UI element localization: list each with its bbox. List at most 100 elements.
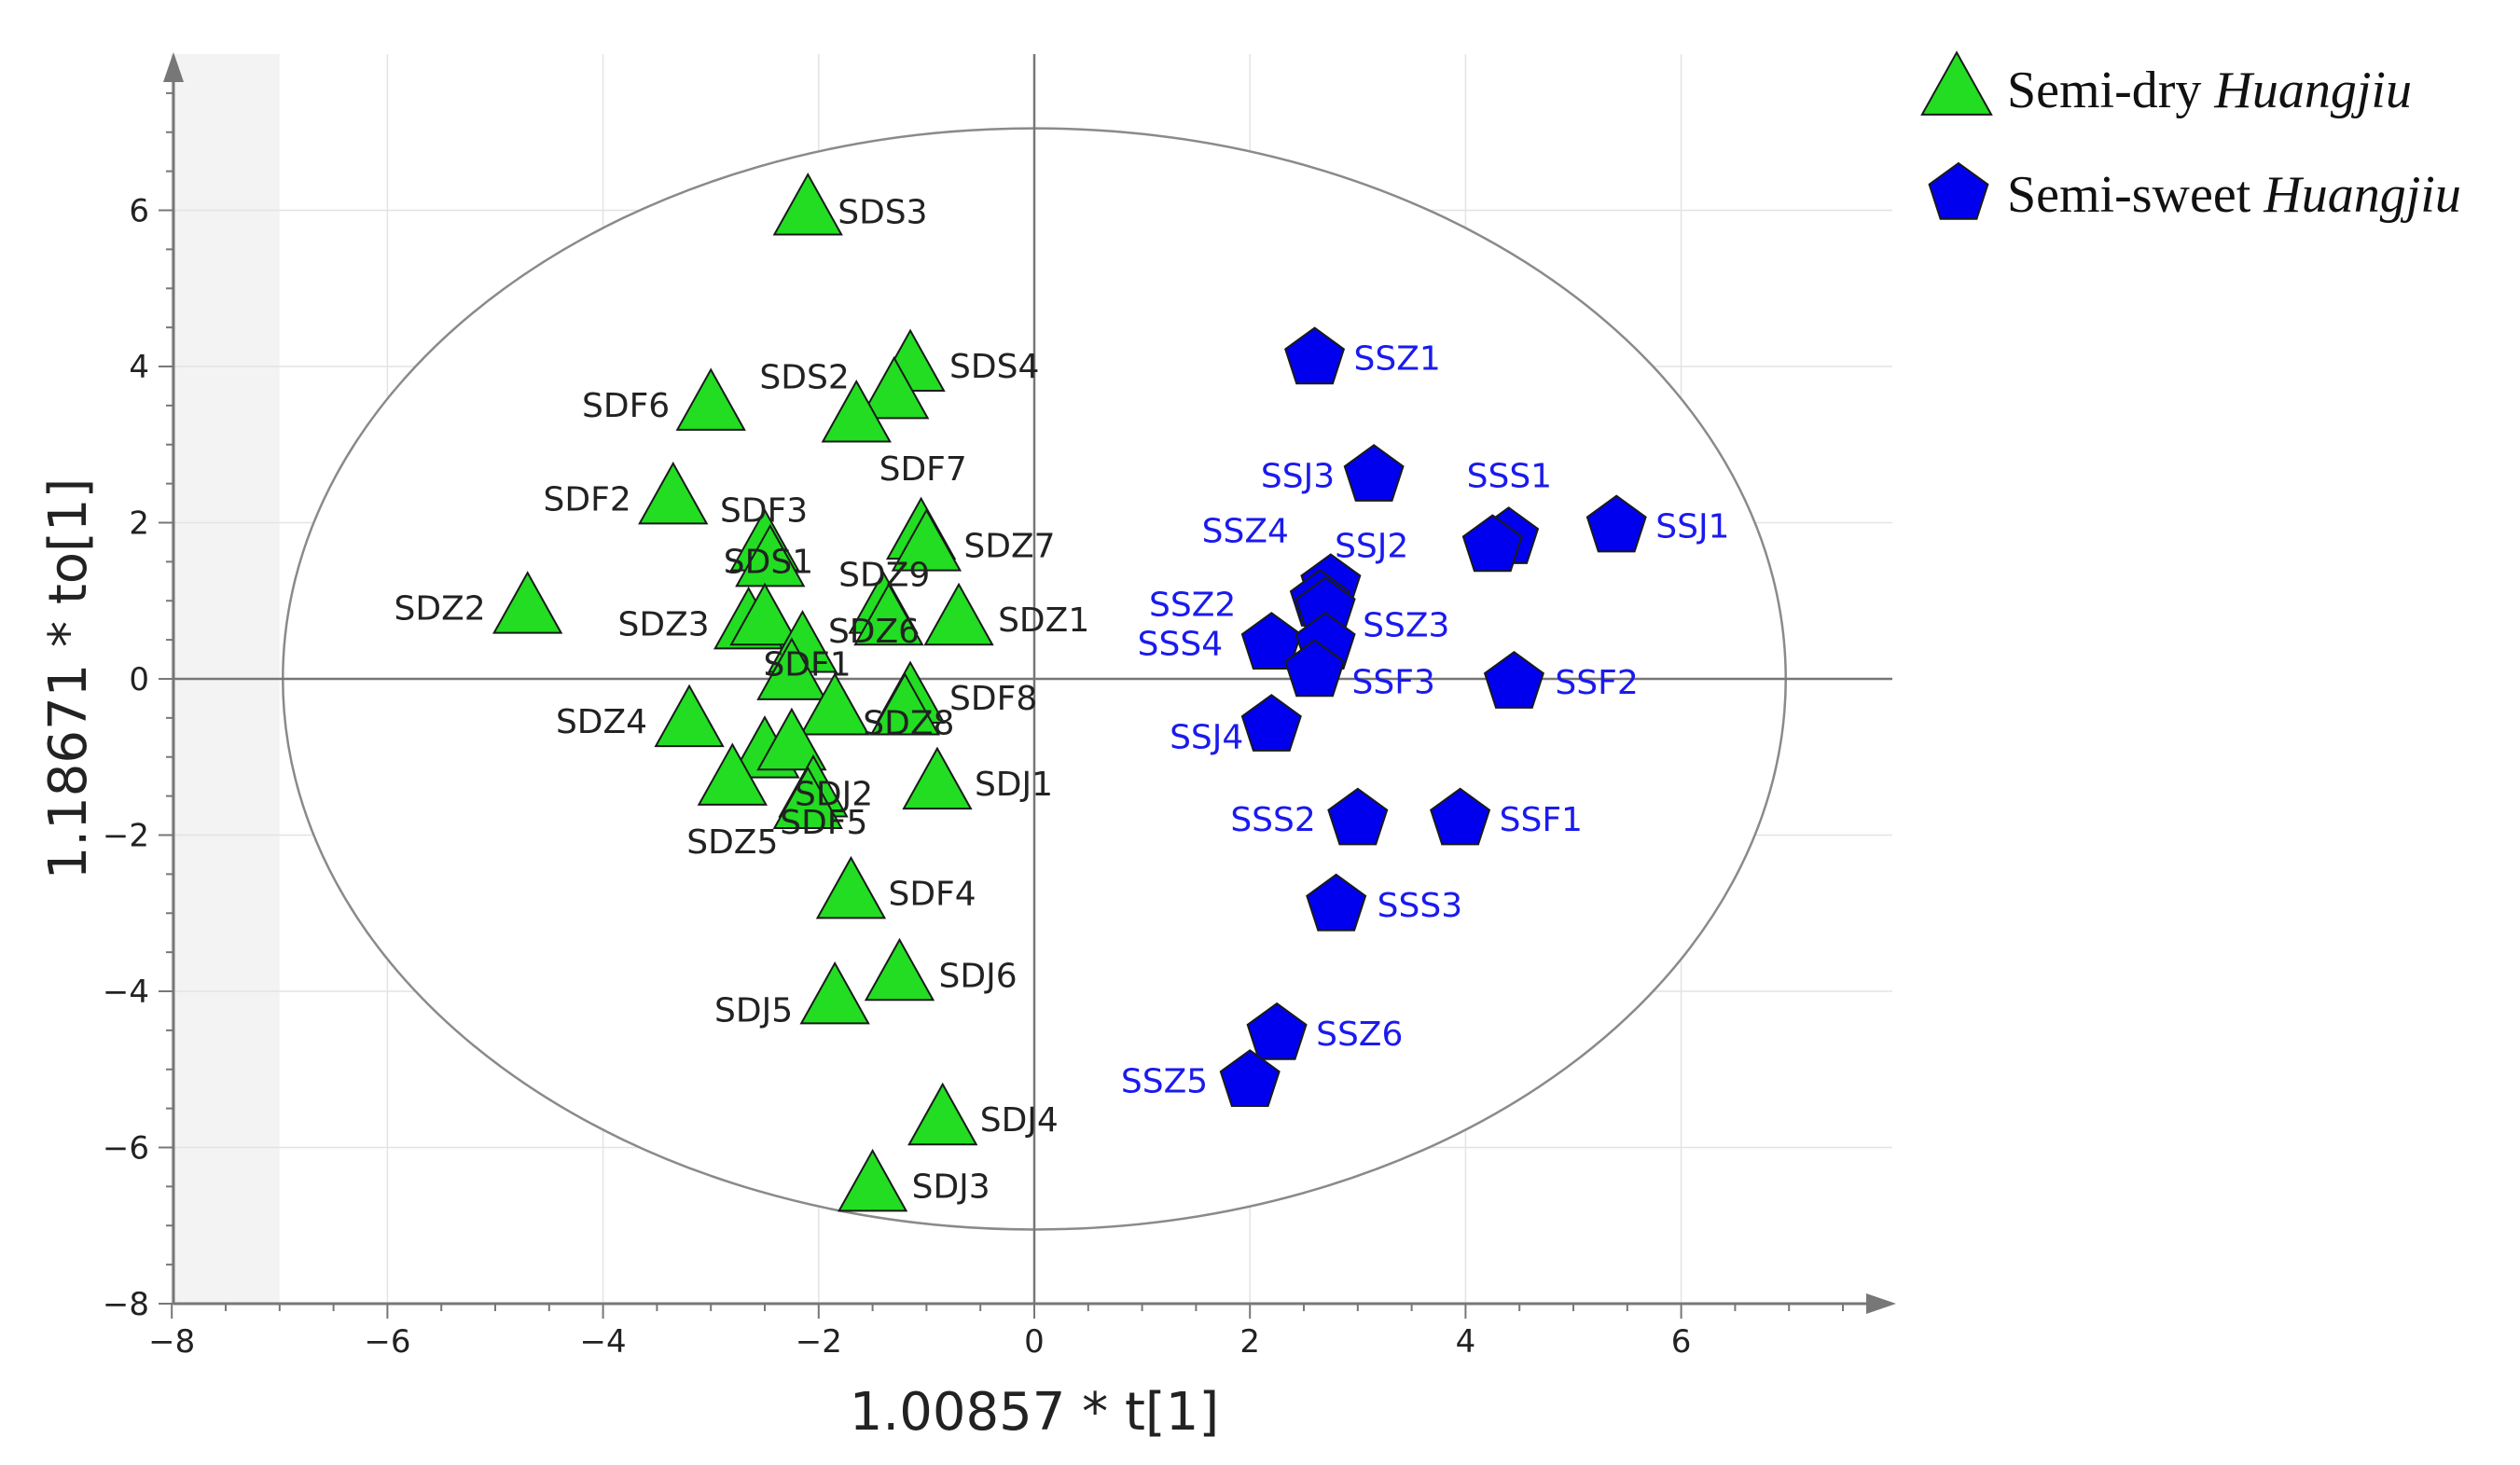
label-sds2: SDS2 xyxy=(759,358,849,396)
label-sdj2: SDJ2 xyxy=(795,775,873,813)
point-labels: SDS3 SDS4 SDS2 SDF6 SDF2 SDF3 SDS1 SDF7 SDZ7 SDZ9… xyxy=(395,194,1730,1207)
y-axis-title: 1.18671 * to[1] xyxy=(38,478,99,880)
x-tick-label: 4 xyxy=(1456,1323,1476,1361)
legend-item-semi-dry: Semi-dry Huangjiu xyxy=(1920,50,2412,119)
point-sdz2-triangle xyxy=(492,571,563,634)
point-sdj6-triangle xyxy=(864,937,935,1002)
x-axis-title: 1.00857 * t[1] xyxy=(850,1382,1219,1443)
label-sds1: SDS1 xyxy=(724,543,813,581)
label-ssz2: SSZ2 xyxy=(1149,586,1236,624)
label-sdj1: SDJ1 xyxy=(975,766,1053,804)
label-sdz6: SDZ6 xyxy=(828,613,920,651)
point-unlabeled-triangle xyxy=(756,707,827,771)
y-tick-label: 2 xyxy=(129,505,149,543)
label-sdz8: SDZ8 xyxy=(863,705,954,743)
point-ssz5-pentagon xyxy=(1219,1049,1281,1107)
point-sdj1-triangle xyxy=(902,746,973,810)
point-sdj3-triangle xyxy=(837,1148,908,1212)
y-tick-label: −8 xyxy=(103,1286,149,1323)
label-ssj4: SSJ4 xyxy=(1170,718,1243,756)
label-sdz9: SDZ9 xyxy=(838,557,930,595)
label-sss1: SSS1 xyxy=(1467,457,1552,495)
label-sdf4: SDF4 xyxy=(888,875,976,913)
point-sds3-triangle xyxy=(772,173,843,236)
label-sdz3: SDZ3 xyxy=(618,605,710,643)
label-ssz5: SSZ5 xyxy=(1121,1062,1208,1100)
point-sdf6-triangle xyxy=(675,367,746,431)
label-sdf1: SDF1 xyxy=(763,646,851,684)
legend-item-semi-sweet: Semi-sweet Huangjiu xyxy=(1928,161,2461,224)
label-sss4: SSS4 xyxy=(1138,625,1223,663)
legend: Semi-dry Huangjiu Semi-sweet Huangjiu xyxy=(1920,50,2461,224)
x-tick-label: −2 xyxy=(796,1323,842,1361)
label-ssj3: SSJ3 xyxy=(1261,457,1335,495)
label-ssz4: SSZ4 xyxy=(1202,513,1289,551)
point-unlabeled-triangle xyxy=(729,582,800,646)
x-axis-arrow xyxy=(1866,1293,1896,1314)
label-ssz3: SSZ3 xyxy=(1363,607,1449,645)
point-sdj4-triangle xyxy=(907,1082,978,1146)
tick-marks xyxy=(159,91,1844,1319)
point-sdz7-triangle xyxy=(891,508,962,572)
legend-label-semi-sweet: Semi-sweet Huangjiu xyxy=(2007,166,2461,224)
label-sdj3: SDJ3 xyxy=(912,1168,990,1206)
label-ssf3: SSF3 xyxy=(1352,664,1435,702)
point-unlabeled-triangle xyxy=(821,379,892,443)
y-axis-arrow xyxy=(163,52,184,82)
label-ssf2: SSF2 xyxy=(1555,664,1638,702)
y-tick-label: 6 xyxy=(129,193,149,230)
point-ssj1-pentagon xyxy=(1585,494,1647,553)
x-tick-label: 2 xyxy=(1239,1323,1260,1361)
legend-pentagon-marker xyxy=(1928,161,1989,220)
x-tick-label: 0 xyxy=(1024,1323,1045,1361)
point-ssf1-pentagon xyxy=(1430,787,1491,846)
x-tick-label: −4 xyxy=(580,1323,627,1361)
point-sss2-pentagon xyxy=(1327,787,1389,846)
label-sss3: SSS3 xyxy=(1378,887,1462,925)
point-ssz1-pentagon xyxy=(1284,326,1346,385)
point-ssf2-pentagon xyxy=(1483,650,1544,709)
label-sdf3: SDF3 xyxy=(720,492,808,531)
label-sdz7: SDZ7 xyxy=(963,528,1055,566)
point-ssz6-pentagon xyxy=(1246,1002,1308,1060)
data-points xyxy=(492,173,1647,1212)
point-ssz2-pentagon xyxy=(1240,612,1302,670)
label-sdf6: SDF6 xyxy=(582,387,670,425)
point-sdf4-triangle xyxy=(815,855,887,919)
label-sds3: SDS3 xyxy=(838,194,927,232)
point-sdz1-triangle xyxy=(923,582,994,646)
y-tick-label: −2 xyxy=(103,818,149,855)
label-sdz4: SDZ4 xyxy=(556,703,647,741)
label-sdz1: SDZ1 xyxy=(998,601,1089,640)
point-sss3-pentagon xyxy=(1306,873,1367,932)
point-sdz5-triangle xyxy=(697,742,768,806)
tick-labels: −8 −6 −4 −2 0 2 4 6 −8 −6 −4 −2 0 2 4 6 xyxy=(103,193,1692,1361)
point-unlabeled-triangle xyxy=(756,637,827,700)
x-tick-label: −6 xyxy=(364,1323,410,1361)
point-sdj5-triangle xyxy=(799,961,870,1025)
point-ssf3-pentagon xyxy=(1284,639,1346,698)
legend-triangle-marker xyxy=(1920,50,1993,116)
label-ssj1: SSJ1 xyxy=(1655,508,1729,546)
label-ssz6: SSZ6 xyxy=(1316,1016,1403,1054)
zero-lines xyxy=(173,54,1892,1304)
point-sdz6-triangle xyxy=(853,582,924,646)
label-sdf5: SDF5 xyxy=(780,804,867,842)
y-tick-label: 4 xyxy=(129,349,149,386)
point-sdf5-triangle xyxy=(772,766,843,830)
point-ssj2-pentagon xyxy=(1461,514,1523,573)
label-sdf7: SDF7 xyxy=(879,450,967,489)
y-tick-label: 0 xyxy=(129,661,149,698)
point-sdz8-triangle xyxy=(869,672,940,736)
label-ssf1: SSF1 xyxy=(1500,801,1583,839)
legend-label-semi-dry: Semi-dry Huangjiu xyxy=(2007,62,2412,119)
point-sdz4-triangle xyxy=(654,684,725,748)
x-tick-label: −8 xyxy=(148,1323,195,1361)
label-sds4: SDS4 xyxy=(949,348,1039,386)
label-sdj4: SDJ4 xyxy=(980,1101,1059,1140)
point-sds1-triangle xyxy=(735,523,806,587)
x-tick-label: 6 xyxy=(1671,1323,1692,1361)
point-sdf2-triangle xyxy=(638,461,709,525)
label-sdj6: SDJ6 xyxy=(939,957,1018,995)
